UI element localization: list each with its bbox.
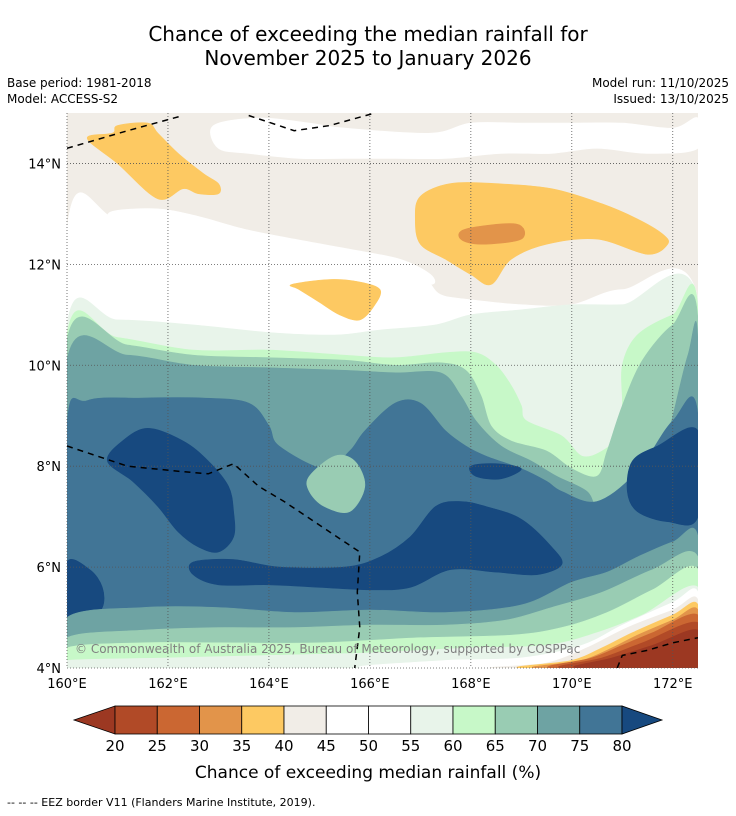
y-tick-label: 10°N bbox=[28, 359, 61, 374]
contour-region-c35 bbox=[289, 279, 382, 321]
colorbar-under-arrow bbox=[72, 705, 116, 735]
colorbar-swatch bbox=[114, 705, 158, 735]
contour-region-c55 bbox=[67, 585, 698, 668]
colorbar-tick-label: 60 bbox=[443, 737, 462, 755]
colorbar-tick-label: 45 bbox=[317, 737, 336, 755]
eez-legend-note: -- -- -- EEZ border V11 (Flanders Marine… bbox=[7, 796, 316, 809]
contour-region-c45 bbox=[107, 208, 436, 285]
contour-region-c35 bbox=[86, 122, 221, 200]
base-info: Base period: 1981-2018 Model: ACCESS-S2 bbox=[7, 75, 152, 107]
colorbar-tick-label: 30 bbox=[190, 737, 209, 755]
colorbar-swatch bbox=[410, 705, 454, 735]
y-tick-label: 4°N bbox=[37, 662, 62, 677]
copyright-notice: © Commonwealth of Australia 2025, Bureau… bbox=[75, 642, 580, 656]
colorbar-swatch bbox=[494, 705, 538, 735]
y-tick-label: 6°N bbox=[37, 561, 62, 576]
colorbar-label: Chance of exceeding median rainfall (%) bbox=[195, 763, 541, 783]
x-tick-label: 172°E bbox=[653, 677, 693, 692]
colorbar-swatch bbox=[368, 705, 412, 735]
colorbar-swatch bbox=[579, 705, 623, 735]
model-label: Model: ACCESS-S2 bbox=[7, 92, 119, 106]
colorbar-tick-label: 55 bbox=[401, 737, 420, 755]
colorbar: 20 25 30 35 40 45 50 55 60 65 70 75 80 bbox=[72, 705, 664, 755]
colorbar-tick-label: 80 bbox=[612, 737, 631, 755]
x-tick-label: 162°E bbox=[148, 677, 188, 692]
chart-title: Chance of exceeding the median rainfall … bbox=[0, 22, 736, 70]
colorbar-tick-label: 20 bbox=[105, 737, 124, 755]
x-tick-label: 166°E bbox=[350, 677, 390, 692]
y-tick-label: 14°N bbox=[28, 157, 61, 172]
eez-borders bbox=[67, 113, 698, 668]
contour-region-c35 bbox=[414, 182, 669, 286]
eez-border-line bbox=[67, 114, 184, 150]
map-area bbox=[67, 113, 698, 668]
colorbar-over-arrow bbox=[621, 705, 664, 735]
gridlines bbox=[66, 113, 698, 669]
colorbar-tick-label: 65 bbox=[486, 737, 505, 755]
colorbar-swatch bbox=[199, 705, 243, 735]
x-tick-label: 168°E bbox=[451, 677, 491, 692]
y-tick-label: 8°N bbox=[37, 460, 62, 475]
colorbar-swatch bbox=[325, 705, 369, 735]
colorbar-swatch bbox=[283, 705, 327, 735]
colorbar-tick-label: 75 bbox=[570, 737, 589, 755]
eez-border-line bbox=[248, 113, 376, 132]
contour-region-c80 bbox=[67, 558, 105, 624]
model-run-label: Model run: 11/10/2025 bbox=[591, 76, 729, 90]
contour-region-c80 bbox=[626, 427, 698, 526]
run-info: Model run: 11/10/2025 Issued: 13/10/2025 bbox=[592, 75, 729, 107]
x-tick-label: 170°E bbox=[552, 677, 592, 692]
title-line-1: Chance of exceeding the median rainfall … bbox=[148, 22, 588, 46]
eez-border-line bbox=[67, 445, 361, 668]
contour-region-c80 bbox=[106, 427, 236, 553]
colorbar-swatch bbox=[241, 705, 285, 735]
colorbar-tick-label: 35 bbox=[232, 737, 251, 755]
colorbar-tick-label: 50 bbox=[359, 737, 378, 755]
issued-label: Issued: 13/10/2025 bbox=[613, 92, 729, 106]
colorbar-swatch bbox=[156, 705, 200, 735]
contour-region-c60 bbox=[67, 565, 698, 668]
contour-region-c80 bbox=[188, 501, 563, 591]
base-period-label: Base period: 1981-2018 bbox=[7, 76, 152, 90]
y-tick-label: 12°N bbox=[28, 258, 61, 273]
colorbar-swatch bbox=[537, 705, 581, 735]
axis-ticks: 160°E 162°E 164°E 166°E 168°E 170°E 172°E 4°N 6°… bbox=[28, 157, 693, 692]
colorbar-tick-label: 25 bbox=[148, 737, 167, 755]
colorbar-swatch bbox=[452, 705, 496, 735]
colorbar-tick-label: 40 bbox=[274, 737, 293, 755]
colorbar-tick-label: 70 bbox=[528, 737, 547, 755]
contour-region-c30 bbox=[458, 223, 526, 245]
x-tick-label: 160°E bbox=[47, 677, 87, 692]
contour-region-cunder bbox=[573, 629, 698, 668]
x-tick-label: 164°E bbox=[249, 677, 289, 692]
contour-region-c65 bbox=[306, 454, 366, 514]
title-line-2: November 2025 to January 2026 bbox=[204, 46, 532, 70]
contour-region-c45 bbox=[210, 117, 698, 160]
contour-region-c80 bbox=[469, 463, 522, 480]
